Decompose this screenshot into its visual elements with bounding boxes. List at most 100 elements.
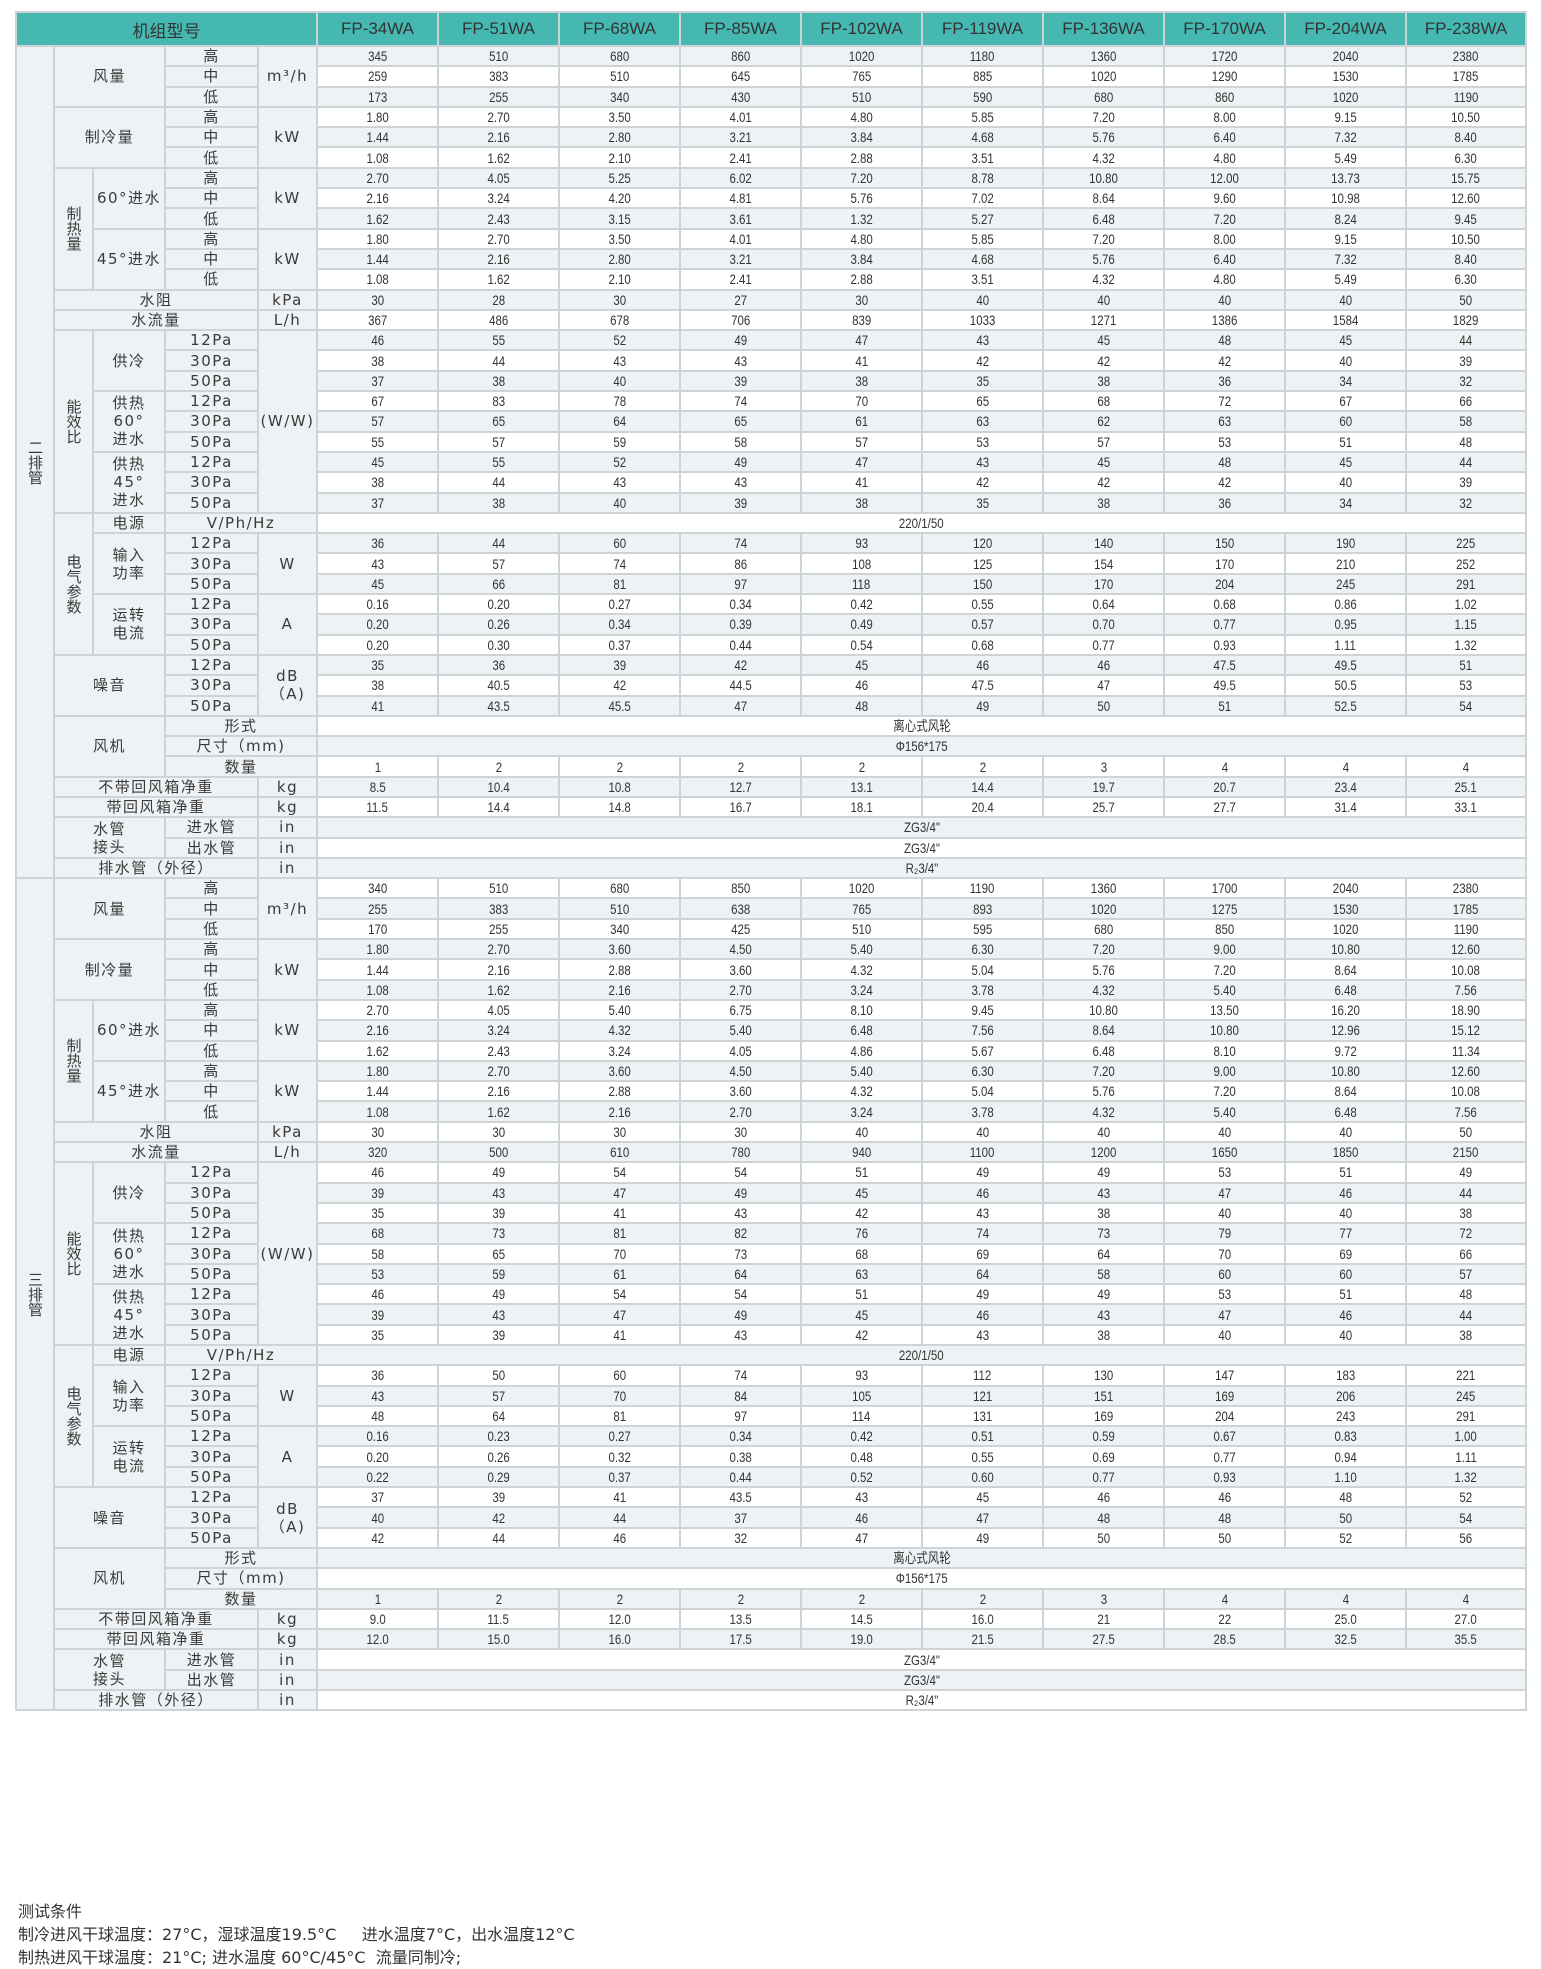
value-cell: 0.95 <box>1284 613 1407 636</box>
outlet-pipe-label: 出水管 <box>164 1668 259 1692</box>
cell-value: 1.80 <box>366 941 389 958</box>
value-cell: 190 <box>1284 532 1407 555</box>
value-cell: 74 <box>558 552 681 575</box>
value-cell: 36 <box>316 1364 439 1387</box>
cell-value: 3.78 <box>971 981 994 998</box>
level-label-text: 中 <box>203 1021 220 1040</box>
cell-value: 5.40 <box>608 1002 631 1019</box>
cell-value: 离心式风轮 <box>892 1550 951 1567</box>
value-cell: 1.32 <box>800 207 923 230</box>
cell-value: 54 <box>734 1286 747 1303</box>
cell-value: 765 <box>851 900 872 917</box>
cell-value: 0.27 <box>608 596 631 613</box>
model-header: FP-170WA <box>1163 11 1286 47</box>
value-cell: 57 <box>437 552 560 575</box>
value-cell: 32 <box>1405 491 1527 514</box>
cell-value: 12.96 <box>1331 1022 1360 1039</box>
value-cell: 38 <box>1042 1323 1165 1347</box>
cell-value: 52 <box>613 454 626 471</box>
value-cell: 3.21 <box>679 247 802 271</box>
cell-value: 1.08 <box>366 1103 389 1120</box>
value-cell: 500 <box>437 1141 560 1164</box>
level-label: 30Pa <box>164 674 259 697</box>
cell-value: 486 <box>488 312 509 328</box>
level-label: 12Pa <box>164 1283 259 1306</box>
fan-label-text: 风机 <box>92 737 126 756</box>
value-cell: 39 <box>437 1486 560 1509</box>
weight-with-box-label: 带回风箱净重 <box>53 1628 259 1651</box>
level-label: 12Pa <box>164 390 259 413</box>
cell-value: 510 <box>609 900 630 917</box>
value-cell: 5.85 <box>921 227 1044 250</box>
value-cell: 2380 <box>1405 877 1527 900</box>
cell-value: 6.40 <box>1213 129 1236 146</box>
cell-value: 7.20 <box>1213 210 1236 227</box>
value-cell: 52 <box>558 329 681 352</box>
cell-value: 0.93 <box>1213 1468 1236 1485</box>
value-cell: 0.68 <box>1163 593 1286 616</box>
table-row: 制冷量高 kW 1.80 2.70 3.50 4.01 4.80 5.85 7.20 8.00 9.… <box>16 105 1527 169</box>
value-cell: 38 <box>437 491 560 514</box>
value-cell: 1020 <box>800 877 923 900</box>
cell-value: 44 <box>492 1529 505 1546</box>
cell-value: 1.00 <box>1454 1428 1478 1445</box>
value-cell: 40 <box>1163 1120 1286 1144</box>
cell-value: 53 <box>1459 677 1473 694</box>
value-cell: 6.40 <box>1163 126 1286 149</box>
cell-value: 1190 <box>970 880 995 897</box>
fan-size-label-text: 尺寸（mm) <box>196 1569 286 1588</box>
cell-value: 10.98 <box>1331 190 1360 207</box>
value-cell: 0.16 <box>316 593 439 616</box>
cell-value: 645 <box>730 68 751 85</box>
eer-heating-45-label-text: 供热 45° 进水 <box>112 455 146 510</box>
value-cell: 37 <box>316 1486 439 1509</box>
inlet-60-label-text: 60°进水 <box>96 189 162 208</box>
cell-value: 51 <box>855 1164 868 1181</box>
cell-value: 57 <box>492 1387 505 1404</box>
value-cell: 0.38 <box>679 1445 802 1468</box>
value-cell: 0.27 <box>558 1425 681 1448</box>
cell-value: 63 <box>855 1265 868 1282</box>
level-label: 高 <box>164 938 259 961</box>
cell-value: 45.5 <box>608 697 631 714</box>
value-cell: 40 <box>1042 288 1165 311</box>
table-row: 30Pa 0.20 0.26 0.34 0.39 0.49 0.57 0.70 0.77 0.95… <box>16 613 1527 636</box>
level-label: 50Pa <box>164 491 259 514</box>
value-cell: 0.20 <box>316 1445 439 1468</box>
cell-value: 48 <box>1097 1509 1110 1526</box>
cell-value: 4.01 <box>729 109 752 126</box>
fan-label: 风机 <box>53 714 166 778</box>
cell-value: 510 <box>851 920 872 937</box>
cell-value: 130 <box>1093 1367 1114 1384</box>
cell-value: 4.81 <box>729 190 752 207</box>
value-cell: 2.88 <box>800 146 923 169</box>
value-cell: 4.50 <box>679 1059 802 1083</box>
cell-value: 47.5 <box>971 677 994 694</box>
value-cell: 0.26 <box>437 1445 560 1468</box>
cell-value: 245 <box>1335 575 1356 592</box>
value-cell: 15.75 <box>1405 166 1527 190</box>
value-cell: 1.32 <box>1405 633 1527 656</box>
value-cell: 1275 <box>1163 897 1286 920</box>
value-cell: 1290 <box>1163 65 1286 88</box>
value-cell: 37 <box>316 369 439 393</box>
cell-value: 3.50 <box>608 230 631 247</box>
value-cell: 35 <box>316 653 439 677</box>
value-cell: 42 <box>1163 471 1286 494</box>
weight-without-box-label-text: 不带回风箱净重 <box>98 1610 214 1628</box>
unit-label-text: in <box>279 1650 296 1669</box>
cell-value: 0.49 <box>850 616 873 633</box>
table-row: 45°进水高 kW 1.80 2.70 3.60 4.50 5.40 6.30 7.20 9.00… <box>16 1059 1527 1123</box>
cell-value: 27.7 <box>1213 799 1236 816</box>
cell-value: 39 <box>371 1184 384 1201</box>
cell-value: 4.80 <box>1213 149 1236 166</box>
value-cell: 6.75 <box>679 998 802 1022</box>
cell-value: 190 <box>1335 535 1356 552</box>
value-cell: 1.08 <box>316 146 439 169</box>
unit-label-text: kW <box>274 1021 301 1040</box>
value-cell: 0.23 <box>437 1425 560 1448</box>
value-cell: 340 <box>558 917 681 941</box>
value-cell: 44 <box>437 1526 560 1549</box>
value-cell: 53 <box>1405 674 1527 697</box>
value-cell: 27.0 <box>1405 1607 1527 1631</box>
